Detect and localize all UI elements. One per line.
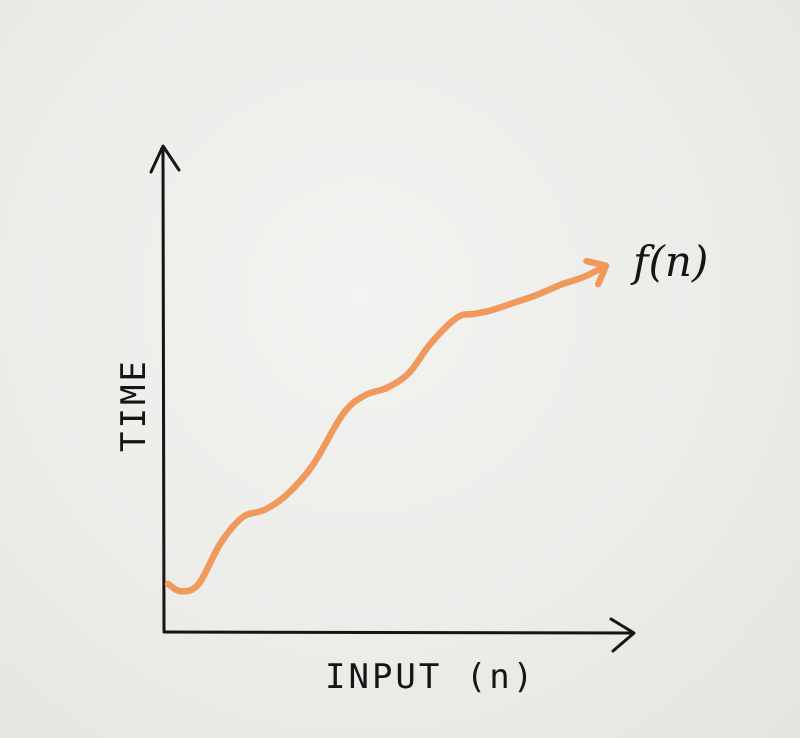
series-arrowhead xyxy=(583,257,610,288)
x-axis-label: INPUT (n) xyxy=(325,657,536,697)
y-axis-arrowhead xyxy=(149,144,181,174)
series-line-fn xyxy=(164,262,610,595)
x-axis-arrowhead xyxy=(609,617,636,653)
x-axis xyxy=(162,630,634,635)
series-label: f(n) xyxy=(630,237,708,286)
y-axis-label: TIME xyxy=(114,358,154,452)
y-axis xyxy=(161,149,166,632)
